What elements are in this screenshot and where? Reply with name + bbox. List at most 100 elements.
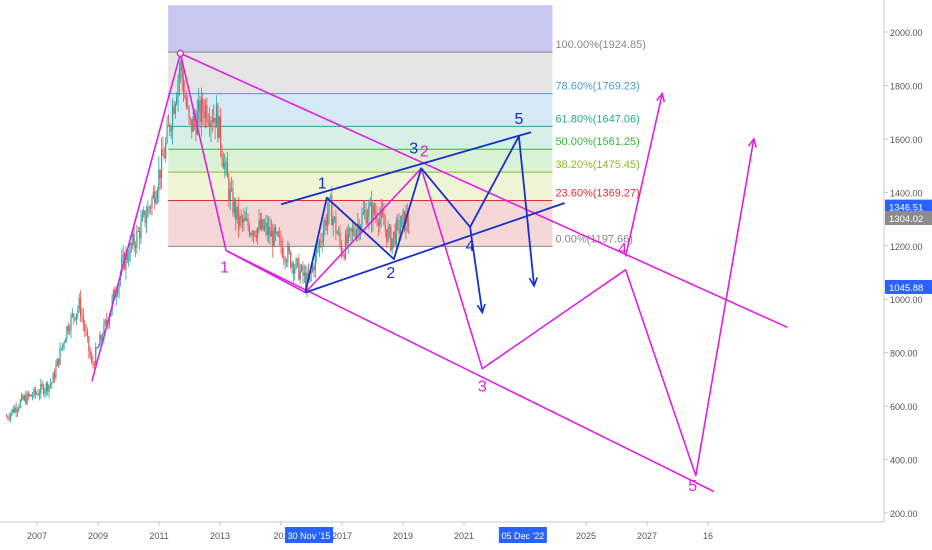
candle-body xyxy=(69,330,71,332)
candle-body xyxy=(207,121,209,123)
candle-body xyxy=(287,246,289,262)
candle-body xyxy=(77,308,79,314)
y-tick-label-4: 1200.00 xyxy=(890,242,923,252)
candle-body xyxy=(81,316,83,317)
candle-body xyxy=(229,189,231,201)
candle-body xyxy=(237,206,240,227)
candle-body xyxy=(176,97,178,105)
candle-body xyxy=(143,210,145,215)
candle-body xyxy=(236,206,238,220)
candle-body xyxy=(185,97,187,106)
candle-body xyxy=(331,196,333,226)
candle-body xyxy=(159,169,161,179)
candle-body xyxy=(73,313,75,318)
candle-body xyxy=(196,110,198,135)
fib-level-label-5: 23.60%(1369.27) xyxy=(555,188,639,200)
candle-body xyxy=(377,222,380,226)
candle-body xyxy=(70,315,72,331)
candle-body xyxy=(373,204,375,214)
candle-body xyxy=(240,216,242,219)
candle-body xyxy=(365,210,367,224)
candle-body xyxy=(272,230,274,247)
candle-body xyxy=(390,226,392,251)
blue-channel-line-0 xyxy=(305,202,565,294)
candle-body xyxy=(75,313,78,320)
candle-body xyxy=(51,382,53,384)
candle-body xyxy=(261,219,263,229)
candle-body xyxy=(222,159,224,169)
candle-body xyxy=(141,214,143,221)
candle-body xyxy=(325,219,327,226)
candle-body xyxy=(67,326,69,332)
x-tick-label-3: 2013 xyxy=(210,531,230,541)
price-flag-label-1: 1304.02 xyxy=(889,214,923,225)
candle-body xyxy=(288,246,290,252)
candle-body xyxy=(95,347,97,366)
candle-body xyxy=(145,217,148,224)
candle-body xyxy=(320,240,322,243)
candle-body xyxy=(316,248,318,254)
candle-body xyxy=(166,125,168,143)
fib-level-label-0: 100.00%(1924.85) xyxy=(555,39,646,51)
candle-body xyxy=(129,243,131,260)
candle-body xyxy=(63,342,65,344)
magenta-channel-line-1 xyxy=(225,249,715,493)
candle-body xyxy=(370,202,373,223)
x-flag-0 xyxy=(285,527,334,543)
candle-body xyxy=(198,100,200,111)
magenta-wave-label-3: 4 xyxy=(618,241,627,258)
candle-body xyxy=(106,320,108,324)
fib-level-label-1: 78.60%(1769.23) xyxy=(555,81,639,93)
y-tick-label-2: 1600.00 xyxy=(890,135,923,145)
candle-body xyxy=(14,407,16,413)
candle-body xyxy=(144,210,146,224)
magenta-channel-line-0 xyxy=(180,52,788,329)
candle-body xyxy=(384,225,386,230)
candle-body xyxy=(181,61,183,79)
candle-body xyxy=(383,215,385,226)
candle-body xyxy=(376,214,378,223)
candle-body xyxy=(182,78,185,95)
magenta-wave-arrowhead xyxy=(747,137,757,148)
candle-body xyxy=(42,386,45,395)
candle-body xyxy=(386,229,388,242)
fib-zone-2 xyxy=(168,126,553,150)
candle-body xyxy=(395,220,397,245)
candle-body xyxy=(85,331,87,333)
candle-body xyxy=(147,207,149,218)
candle-body xyxy=(11,409,13,414)
candle-body xyxy=(154,191,156,204)
candle-body xyxy=(318,240,321,248)
candle-body xyxy=(213,117,215,122)
candle-body xyxy=(350,228,352,232)
x-tick-label-9: 2027 xyxy=(637,531,657,541)
candle-body xyxy=(214,117,216,128)
candle-body xyxy=(53,373,56,379)
candle-body xyxy=(7,416,9,419)
candle-body xyxy=(41,384,43,387)
candle-body xyxy=(306,272,308,288)
candle-body xyxy=(90,356,93,361)
candle-body xyxy=(165,142,167,159)
candle-body xyxy=(160,149,163,179)
candle-body xyxy=(379,216,381,226)
candle-body xyxy=(235,201,237,220)
candle-body xyxy=(220,116,222,149)
candle-body xyxy=(103,323,105,339)
candle-body xyxy=(86,332,89,337)
candle-body xyxy=(31,396,34,397)
candle-body xyxy=(8,418,10,419)
x-tick-label-2: 2011 xyxy=(149,531,168,541)
candle-body xyxy=(162,149,164,156)
candle-body xyxy=(294,268,296,274)
candle-body xyxy=(125,252,127,270)
candle-body xyxy=(263,226,266,230)
candle-body xyxy=(224,163,226,169)
price-flag-0 xyxy=(885,199,932,214)
candle-body xyxy=(139,231,141,239)
candle-body xyxy=(349,228,351,230)
x-tick-label-8: 2025 xyxy=(576,531,596,541)
candle-body xyxy=(99,335,101,347)
candle-body xyxy=(285,261,288,263)
